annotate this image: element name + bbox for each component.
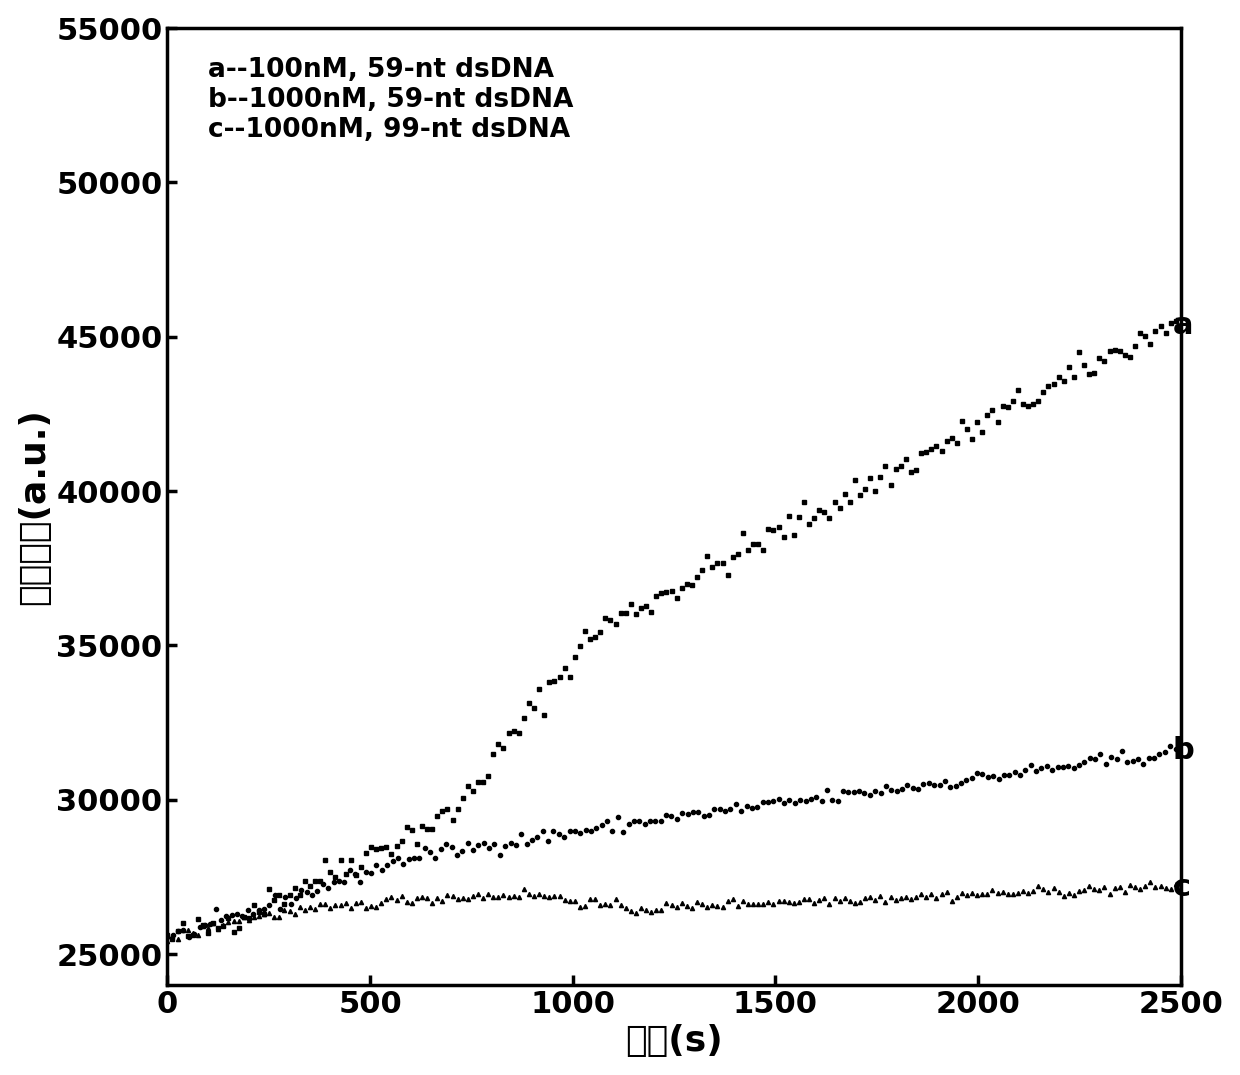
Text: a--100nM, 59-nt dsDNA
b--1000nM, 59-nt dsDNA
c--1000nM, 99-nt dsDNA: a--100nM, 59-nt dsDNA b--1000nM, 59-nt d… xyxy=(208,57,573,143)
Y-axis label: 荧光信号(a.u.): 荧光信号(a.u.) xyxy=(16,408,51,605)
Text: b: b xyxy=(1173,736,1194,765)
Text: c: c xyxy=(1173,873,1190,902)
Text: a: a xyxy=(1173,312,1193,341)
X-axis label: 时间(s): 时间(s) xyxy=(625,1024,723,1058)
